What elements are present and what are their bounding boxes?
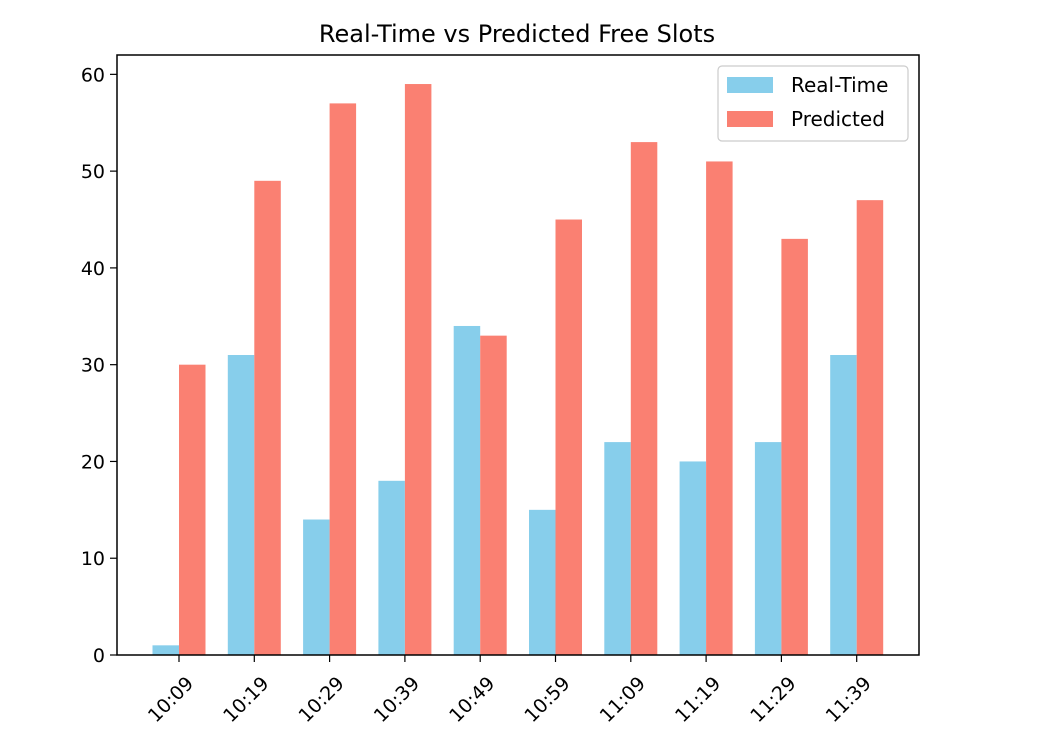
y-tick-label: 20 <box>81 451 105 473</box>
bar-predicted-1039 <box>404 84 432 655</box>
x-tick-label: 10:49 <box>445 673 499 727</box>
bar-predicted-1109 <box>630 142 658 656</box>
bars-layer <box>152 84 884 656</box>
x-tick-label: 10:09 <box>144 673 198 727</box>
legend-swatch-predicted <box>727 111 773 127</box>
x-tick-label: 11:39 <box>822 673 876 727</box>
y-tick-label: 0 <box>93 645 105 667</box>
bar-real-time-1119 <box>679 461 707 655</box>
y-tick-label: 40 <box>81 258 105 280</box>
bar-real-time-1009 <box>152 645 179 655</box>
bar-predicted-1059 <box>555 219 582 655</box>
x-tick-label: 10:59 <box>520 673 574 727</box>
chart-title: Real-Time vs Predicted Free Slots <box>319 20 715 48</box>
y-tick-label: 60 <box>81 64 105 86</box>
bar-real-time-1049 <box>453 325 481 655</box>
x-tick-label: 11:19 <box>671 673 725 727</box>
bar-real-time-1019 <box>227 355 255 655</box>
bar-predicted-1049 <box>480 335 507 655</box>
x-tick-label: 10:39 <box>370 673 424 727</box>
plot-frame <box>116 54 920 656</box>
bar-predicted-1019 <box>254 180 281 655</box>
legend-swatch-real-time <box>727 77 773 93</box>
x-tick-label: 11:29 <box>746 673 800 727</box>
legend: Real-Time Predicted <box>717 65 909 142</box>
bar-predicted-1139 <box>856 200 884 655</box>
bar-predicted-1129 <box>781 238 808 655</box>
bar-real-time-1029 <box>303 519 330 655</box>
bar-predicted-1029 <box>329 103 357 655</box>
legend-label-predicted: Predicted <box>791 107 885 131</box>
x-tick-label: 10:29 <box>294 673 348 727</box>
bar-predicted-1009 <box>179 364 206 655</box>
bar-real-time-1059 <box>529 509 556 655</box>
x-tick-label: 10:19 <box>219 673 273 727</box>
bar-real-time-1129 <box>754 442 782 655</box>
y-tick-label: 10 <box>81 548 105 570</box>
bar-real-time-1109 <box>604 442 631 655</box>
bar-predicted-1119 <box>706 161 733 655</box>
legend-label-real-time: Real-Time <box>791 73 888 97</box>
y-tick-label: 50 <box>81 161 105 183</box>
bar-real-time-1039 <box>378 480 405 655</box>
y-tick-label: 30 <box>81 355 105 377</box>
x-tick-label: 11:09 <box>596 673 650 727</box>
bar-real-time-1139 <box>830 355 857 655</box>
